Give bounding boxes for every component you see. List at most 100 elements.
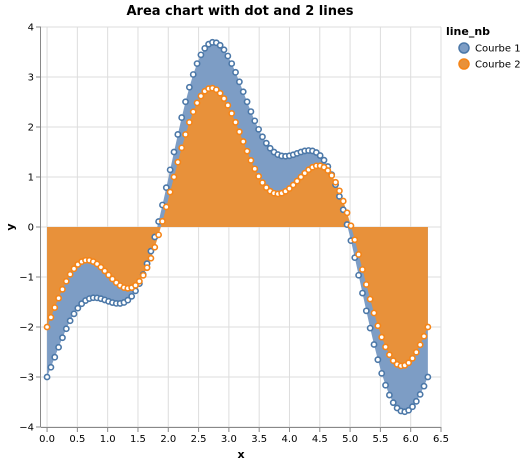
y-tick-label: 3 (28, 73, 34, 84)
data-point (412, 397, 420, 405)
data-point (220, 95, 228, 102)
data-point (201, 44, 209, 52)
data-point (70, 310, 78, 318)
x-axis-title: x (237, 448, 244, 461)
y-tick-label: 4 (28, 23, 34, 34)
x-tick-label: 6.5 (433, 434, 449, 445)
chart-title: Area chart with dot and 2 lines (126, 4, 353, 19)
x-tick-label: 2.0 (160, 434, 176, 445)
y-axis-title: y (4, 223, 17, 230)
data-point (243, 147, 251, 155)
data-point (409, 403, 416, 411)
data-point (155, 231, 163, 239)
data-point (424, 373, 432, 381)
data-point (382, 381, 389, 389)
data-point (189, 108, 197, 116)
legend-symbol (458, 42, 470, 54)
data-point (385, 391, 393, 399)
data-point (389, 399, 397, 407)
legend-label: Courbe 1 (475, 44, 521, 55)
legend-label: Courbe 2 (475, 60, 521, 71)
data-point (378, 333, 386, 341)
data-point (159, 217, 166, 225)
data-point (147, 247, 155, 255)
x-tick-label: 1.5 (130, 434, 146, 445)
data-point (370, 341, 378, 348)
data-point (170, 148, 178, 156)
data-point (216, 89, 224, 97)
data-point (128, 292, 136, 300)
data-point (293, 177, 301, 185)
data-point (124, 296, 132, 304)
data-point (220, 46, 228, 54)
data-point (162, 184, 170, 192)
data-point (47, 313, 55, 321)
data-point (355, 271, 363, 279)
data-point (424, 323, 432, 331)
axes: 0.0 0.5 1.0 1.5 2.0 2.5 3.0 3.5 4.0 4.5 5.0 5.5 6.0 6… (19, 23, 449, 446)
data-point (255, 172, 263, 180)
x-tick-label: 0.5 (69, 434, 85, 445)
data-point (255, 125, 263, 133)
data-point (251, 165, 259, 173)
data-point (97, 263, 105, 271)
data-point (224, 101, 232, 109)
data-point (66, 270, 74, 278)
data-point (151, 243, 159, 251)
data-point (362, 281, 370, 288)
data-point (351, 236, 359, 244)
data-point (289, 181, 297, 189)
data-point (385, 351, 393, 359)
data-point (412, 348, 420, 356)
x-tick-label: 4.5 (312, 434, 328, 445)
data-point (197, 92, 205, 100)
data-point (232, 68, 239, 76)
data-point (166, 188, 174, 196)
y-tick-label: −4 (19, 423, 34, 434)
data-point (232, 118, 239, 126)
x-tick-label: 6.0 (403, 434, 419, 445)
series-2-points (43, 84, 432, 370)
data-point (339, 197, 347, 205)
data-point (420, 382, 428, 390)
data-point (193, 60, 201, 68)
data-point (366, 324, 374, 332)
data-point (247, 108, 255, 115)
x-tick-label: 5.5 (372, 434, 388, 445)
data-point (374, 322, 382, 330)
x-tick-label: 0.0 (39, 434, 55, 445)
data-point (362, 307, 370, 315)
data-point (55, 294, 62, 302)
data-point (189, 71, 197, 78)
data-point (174, 158, 182, 166)
data-point (193, 99, 201, 107)
data-point (166, 166, 174, 174)
data-point (266, 144, 274, 152)
data-point (178, 114, 186, 121)
data-point (55, 343, 62, 351)
data-point (259, 179, 266, 187)
data-point (51, 353, 59, 361)
data-point (259, 133, 266, 141)
data-point (197, 51, 205, 59)
data-point (416, 341, 424, 349)
data-point (420, 332, 428, 340)
data-point (143, 264, 151, 272)
data-point (409, 354, 416, 362)
data-point (328, 172, 336, 179)
data-point (182, 98, 189, 106)
data-point (359, 289, 366, 297)
data-point (389, 357, 397, 365)
data-point (162, 203, 170, 211)
y-tick-label: −3 (19, 373, 34, 384)
data-point (74, 304, 82, 312)
data-point (47, 363, 55, 371)
data-point (51, 304, 59, 312)
x-tick-label: 3.5 (251, 434, 267, 445)
legend: line_nb Courbe 1 Courbe 2 (446, 25, 521, 71)
data-point (216, 41, 224, 49)
x-tick-label: 4.0 (282, 434, 298, 445)
y-tick-label: −2 (19, 323, 34, 334)
data-point (185, 83, 193, 91)
data-point (174, 131, 182, 138)
